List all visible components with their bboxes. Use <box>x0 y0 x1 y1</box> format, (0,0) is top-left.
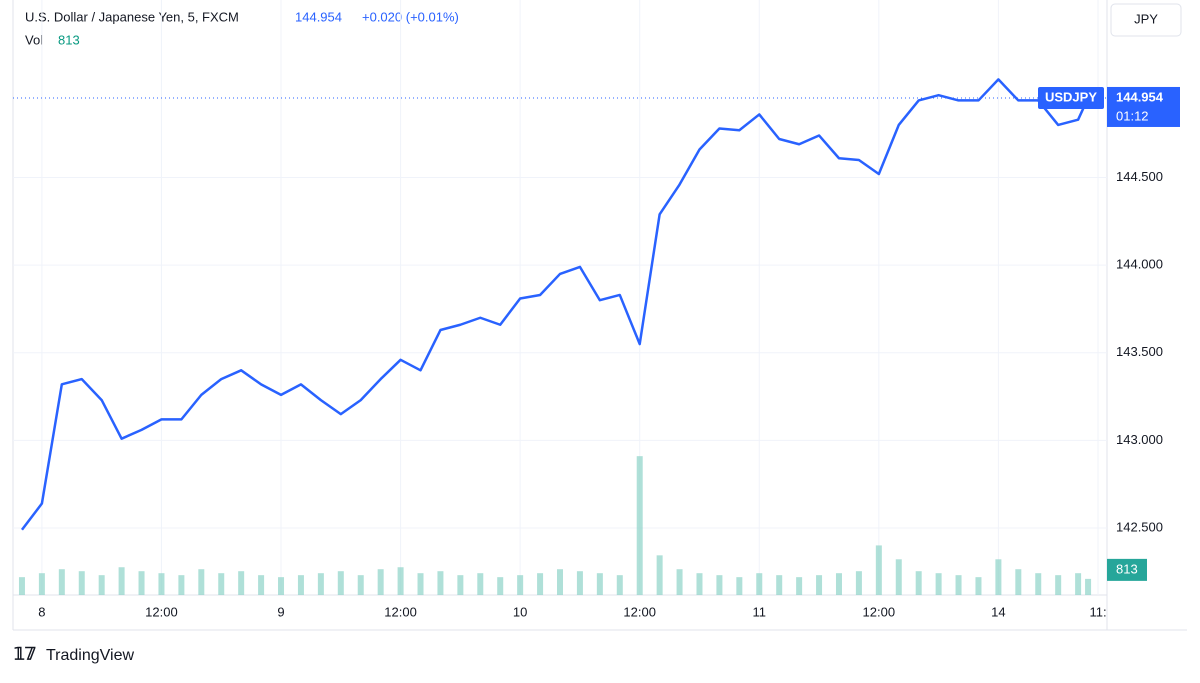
countdown: 01:12 <box>1116 108 1149 123</box>
volume-bar <box>158 573 165 595</box>
volume-bar <box>855 571 862 595</box>
price-line <box>20 78 1090 531</box>
x-tick-label: 12:00 <box>145 604 178 619</box>
volume-bar <box>636 456 643 595</box>
x-tick-label: 8 <box>38 604 45 619</box>
y-tick-label: 144.500 <box>1116 169 1163 184</box>
volume-tag-value: 813 <box>1116 561 1138 576</box>
volume-bar <box>258 575 265 595</box>
volume-bar <box>576 571 583 595</box>
volume-bar <box>78 571 85 595</box>
volume-bar <box>995 559 1002 595</box>
volume-bar <box>935 573 942 595</box>
volume-bar <box>716 575 723 595</box>
x-tick-label: 10 <box>513 604 527 619</box>
volume-bar <box>337 571 344 595</box>
x-tick-label: 12:00 <box>863 604 896 619</box>
volume-bar <box>38 573 45 595</box>
volume-bar <box>1035 573 1042 595</box>
volume-bar <box>98 575 105 595</box>
currency-button[interactable] <box>1110 3 1182 37</box>
x-tick-label: 9 <box>277 604 284 619</box>
volume-value: 813 <box>58 32 80 47</box>
price-tag <box>1107 86 1180 127</box>
x-tick-label: 14 <box>991 604 1005 619</box>
price-change: +0.020 (+0.01%) <box>362 9 459 24</box>
y-tick-label: 144.000 <box>1116 257 1163 272</box>
volume-bar <box>238 571 245 595</box>
volume-bar <box>1075 573 1082 595</box>
volume-bar <box>198 569 205 595</box>
volume-bar <box>118 567 125 595</box>
volume-bar <box>58 569 65 595</box>
volume-bar <box>895 559 902 595</box>
volume-bar <box>915 571 922 595</box>
logo-mark: 𝟙𝟟 <box>14 644 36 663</box>
x-tick-label: 12:00 <box>623 604 656 619</box>
last-price: 144.954 <box>295 9 342 24</box>
x-tick-label: 12:00 <box>384 604 417 619</box>
volume-bar <box>497 577 504 595</box>
symbol-tag <box>1038 86 1104 109</box>
symbol-tag-label: USDJPY <box>1045 89 1097 104</box>
volume-bar <box>676 569 683 595</box>
volume-bar <box>397 567 404 595</box>
x-tick-label: 11 <box>753 604 767 619</box>
y-tick-label: 143.500 <box>1116 344 1163 359</box>
volume-bar <box>417 573 424 595</box>
brand: TradingView <box>46 647 134 664</box>
volume-bar <box>736 577 743 595</box>
volume-bar <box>955 575 962 595</box>
volume-bar <box>297 575 304 595</box>
volume-bar <box>377 569 384 595</box>
volume-bar <box>835 573 842 595</box>
volume-bar <box>616 575 623 595</box>
volume-legend: Vol <box>25 32 43 47</box>
volume-bar <box>776 575 783 595</box>
volume-bar <box>875 545 882 595</box>
volume-bar <box>596 573 603 595</box>
volume-bar <box>656 555 663 595</box>
volume-bar <box>18 577 25 595</box>
y-tick-label: 143.000 <box>1116 432 1163 447</box>
volume-tag <box>1107 558 1147 581</box>
volume-bar <box>437 571 444 595</box>
volume-bar <box>178 575 185 595</box>
volume-bar <box>557 569 563 595</box>
volume-bar <box>477 573 484 595</box>
volume-bar <box>457 575 464 595</box>
volume-bar <box>816 575 823 595</box>
volume-bar <box>975 577 982 595</box>
volume-bar <box>218 573 225 595</box>
price-tag-value: 144.954 <box>1116 89 1164 104</box>
volume-bar <box>796 577 803 595</box>
x-tick-label: 11: <box>1089 604 1106 619</box>
volume-bar <box>278 577 285 595</box>
currency-label[interactable]: JPY <box>1134 11 1158 26</box>
volume-bar <box>756 573 763 595</box>
chart-title: U.S. Dollar / Japanese Yen, 5, FXCM <box>25 9 239 24</box>
volume-bar <box>317 573 324 595</box>
volume-bar <box>517 575 524 595</box>
volume-bar <box>537 573 544 595</box>
y-tick-label: 142.500 <box>1116 519 1163 534</box>
volume-bar <box>138 571 145 595</box>
volume-bar <box>1085 578 1092 595</box>
volume-bar <box>357 575 364 595</box>
volume-bar <box>1015 569 1022 595</box>
volume-bar <box>1055 575 1062 595</box>
volume-bar <box>696 573 703 595</box>
